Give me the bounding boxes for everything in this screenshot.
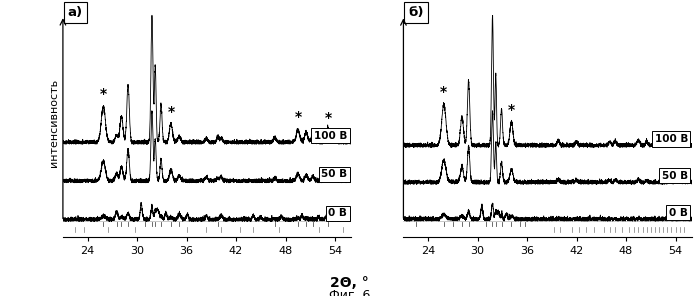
Text: *: * xyxy=(100,87,107,101)
Text: 100 В: 100 В xyxy=(654,134,688,144)
Y-axis label: интенсивность: интенсивность xyxy=(49,79,59,167)
Text: 0 В: 0 В xyxy=(669,208,688,218)
Text: *: * xyxy=(508,103,515,117)
Text: 2Θ, °: 2Θ, ° xyxy=(330,276,369,290)
Text: *: * xyxy=(325,111,332,125)
Text: Фиг. 6: Фиг. 6 xyxy=(329,289,370,296)
Text: 50 В: 50 В xyxy=(662,171,688,181)
Text: а): а) xyxy=(68,6,83,19)
Text: *: * xyxy=(294,110,301,124)
Text: *: * xyxy=(440,85,447,99)
Text: 0 В: 0 В xyxy=(329,208,347,218)
Text: 100 В: 100 В xyxy=(314,131,347,141)
Text: 50 В: 50 В xyxy=(322,170,347,179)
Text: *: * xyxy=(167,105,175,119)
Text: б): б) xyxy=(408,6,424,19)
